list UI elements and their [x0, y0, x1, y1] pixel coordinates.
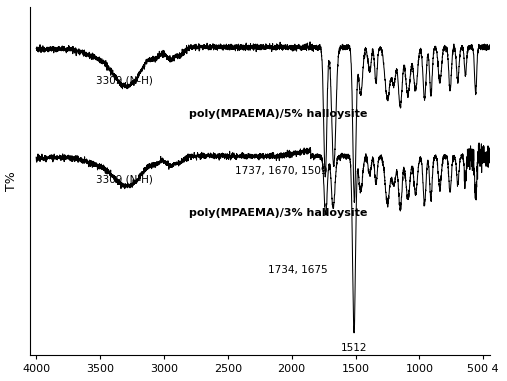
- Text: 3309 (N-H): 3309 (N-H): [96, 75, 153, 85]
- Y-axis label: T%: T%: [5, 171, 18, 191]
- Text: poly(MPAEMA)/3% halloysite: poly(MPAEMA)/3% halloysite: [190, 208, 368, 218]
- Text: 1737, 1670, 1509: 1737, 1670, 1509: [235, 166, 328, 176]
- Text: 1512: 1512: [341, 343, 367, 353]
- Text: 1734, 1675: 1734, 1675: [268, 265, 328, 275]
- Text: poly(MPAEMA)/5% halloysite: poly(MPAEMA)/5% halloysite: [190, 109, 368, 119]
- Text: 3309 (N-H): 3309 (N-H): [96, 174, 153, 184]
